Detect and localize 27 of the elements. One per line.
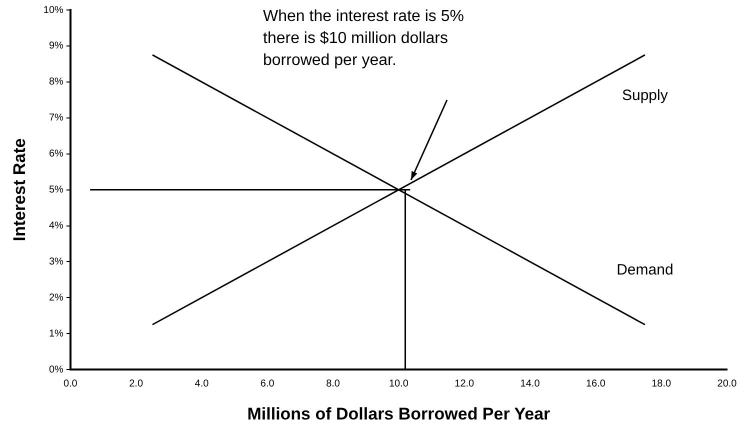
x-tick-label: 16.0 [586,378,606,390]
x-tick-label: 2.0 [129,378,144,390]
annotation: When the interest rate is 5% there is $10 million dollars borrowed per year. [263,7,465,71]
x-tick-label: 18.0 [652,378,672,390]
x-tick-label: 12.0 [454,378,475,390]
y-tick-label: 2% [48,292,64,304]
y-tick-label: 1% [48,328,64,340]
x-tick-label: 20.0 [717,378,738,390]
y-tick-label: 9% [48,40,64,52]
x-tick-label: 0.0 [63,378,78,390]
y-tick-label: 8% [48,76,64,88]
y-tick-label: 6% [48,148,64,160]
x-axis-title: Millions of Dollars Borrowed Per Year [247,404,551,424]
series-label: Supply [622,86,668,104]
x-tick-label: 8.0 [326,378,340,390]
series-label: Demand [616,262,674,279]
x-tick-label: 6.0 [260,378,275,390]
x-tick-label: 4.0 [194,378,210,390]
y-axis-title: Interest Rate [10,138,29,242]
y-tick-label: 0% [48,364,64,376]
y-tick-label: 4% [48,220,64,232]
y-tick-label: 5% [48,184,64,196]
x-tick-label: 14.0 [520,378,540,390]
x-tick-label: 10.0 [388,378,409,390]
y-tick-label: 3% [48,256,64,268]
y-tick-label: 7% [48,112,64,124]
y-tick-label: 10% [43,4,64,16]
